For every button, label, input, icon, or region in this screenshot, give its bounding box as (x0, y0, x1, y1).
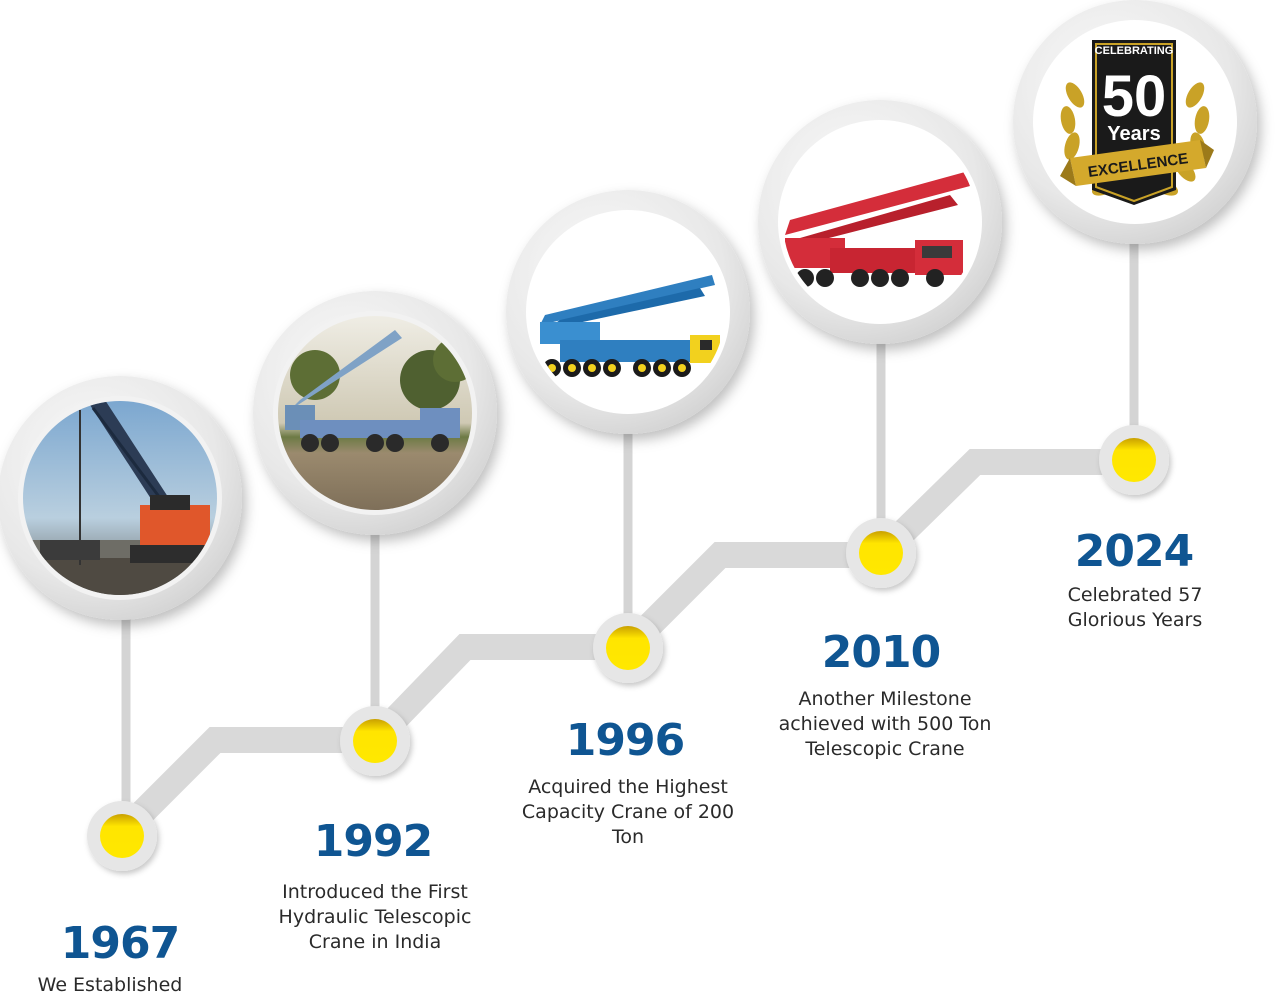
milestone-desc-1996: Acquired the Highest Capacity Crane of 2… (498, 775, 758, 850)
timeline-dot-2024 (1099, 425, 1169, 495)
desc-line: Introduced the First (282, 881, 468, 903)
desc-line: Crane in India (308, 931, 442, 953)
desc-line: Hydraulic Telescopic (278, 906, 472, 928)
year-1996: 1996 (565, 715, 685, 766)
photo-frame-1992 (253, 291, 497, 535)
red-telescopic-crane-photo (785, 172, 970, 287)
crawler-crane-photo (23, 401, 217, 595)
stems (121, 222, 1139, 812)
year-1992: 1992 (313, 816, 433, 867)
milestone-dots (87, 425, 1169, 871)
milestone-desc-1992: Introduced the First Hydraulic Telescopi… (245, 880, 505, 955)
desc-line: Glorious Years (1067, 609, 1203, 631)
badge-top-text: CELEBRATING (1095, 45, 1174, 57)
timeline-dot-2010 (846, 518, 916, 588)
anniversary-badge: CELEBRATING 50 Years EXCELLENCE (1060, 40, 1214, 205)
badge-word: Years (1107, 123, 1160, 145)
truck-crane-photo (278, 316, 472, 510)
milestone-desc-2024: Celebrated 57 Glorious Years (1005, 583, 1265, 633)
desc-line: Ton (611, 826, 645, 848)
desc-line: achieved with 500 Ton (778, 713, 992, 735)
photo-frame-2010 (758, 100, 1002, 344)
photo-frame-1967 (0, 376, 242, 620)
year-2024: 2024 (1074, 526, 1194, 577)
timeline-dot-1967 (87, 801, 157, 871)
badge-number: 50 (1102, 64, 1167, 129)
year-1967: 1967 (60, 918, 180, 969)
desc-line: We Established (37, 974, 183, 996)
desc-line: Celebrated 57 (1067, 584, 1203, 606)
milestone-desc-1967: We Established (0, 973, 240, 998)
year-2010: 2010 (821, 627, 941, 678)
timeline-dot-1996 (593, 613, 663, 683)
desc-line: Another Milestone (798, 688, 972, 710)
desc-line: Capacity Crane of 200 (521, 801, 735, 823)
desc-line: Telescopic Crane (805, 738, 965, 760)
desc-line: Acquired the Highest (528, 776, 728, 798)
photo-frame-1996 (506, 190, 750, 434)
blue-mobile-crane-photo (540, 275, 720, 377)
photo-frame-2024: CELEBRATING 50 Years EXCELLENCE (1013, 0, 1257, 244)
milestone-desc-2010: Another Milestone achieved with 500 Ton … (755, 687, 1015, 762)
timeline-dot-1992 (340, 706, 410, 776)
